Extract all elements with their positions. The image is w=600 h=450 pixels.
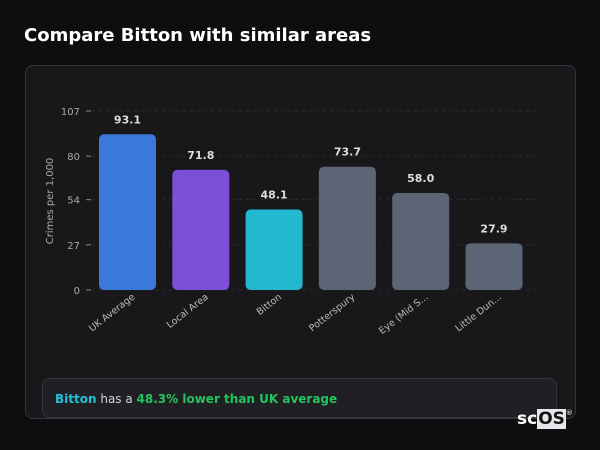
y-tick-label: 0 [74, 286, 80, 297]
page-title: Compare Bitton with similar areas [24, 25, 372, 46]
x-tick-label: Eye (Mid S... [377, 292, 430, 337]
x-tick-label: Bitton [255, 292, 284, 318]
bar [172, 169, 230, 290]
x-tick-label: Little Dun... [453, 292, 503, 335]
data-label: 71.8 [187, 149, 214, 162]
x-tick-label: Potterspury [307, 291, 357, 334]
y-tick-label: 107 [61, 107, 80, 118]
data-label: 27.9 [480, 222, 507, 235]
data-label: 73.7 [334, 146, 361, 159]
summary-highlight: 48.3% lower than UK average [136, 392, 338, 406]
data-label: 48.1 [261, 189, 288, 202]
y-tick-label: 27 [67, 241, 80, 252]
bar [318, 166, 376, 290]
bar [245, 209, 303, 290]
summary-text: has a [96, 392, 137, 406]
y-axis-label: Crimes per 1,000 [45, 158, 56, 245]
bar [465, 243, 523, 290]
data-label: 93.1 [114, 113, 141, 126]
scos-logo: scOS® [517, 409, 573, 429]
data-label: 58.0 [407, 172, 434, 185]
bar [392, 192, 450, 290]
x-tick-label: Local Area [165, 292, 211, 331]
y-tick-label: 80 [67, 152, 80, 163]
summary-area: Bitton [55, 392, 97, 406]
x-tick-label: UK Average [87, 292, 137, 335]
bar [99, 134, 156, 290]
y-tick-label: 54 [67, 196, 80, 207]
comparison-summary: Bitton has a 48.3% lower than UK average [42, 378, 557, 418]
